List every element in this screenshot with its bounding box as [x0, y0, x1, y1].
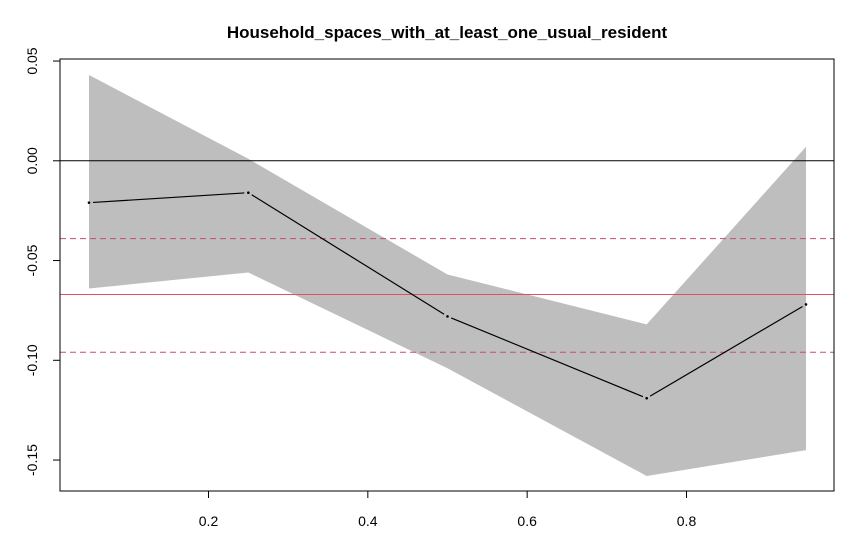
series-segment: [92, 192, 245, 204]
y-tick-label: -0.10: [24, 344, 40, 376]
y-tick-label: 0.00: [24, 147, 40, 174]
data-point: [247, 191, 250, 195]
x-tick-label: 0.2: [199, 513, 219, 529]
y-tick-label: -0.05: [24, 244, 40, 276]
data-point: [446, 315, 449, 318]
series-line-group: [87, 191, 808, 400]
series-segment: [649, 305, 803, 397]
chart-title: Household_spaces_with_at_least_one_usual…: [227, 23, 668, 42]
data-point: [87, 201, 91, 204]
x-tick-label: 0.8: [677, 513, 697, 529]
x-tick-label: 0.6: [517, 513, 537, 529]
series-segment: [450, 317, 644, 398]
reference-lines: [60, 160, 834, 353]
confidence-band-area: [89, 75, 806, 476]
x-axis: 0.2 0.4 0.6 0.8: [199, 490, 697, 529]
y-axis: 0.05 0.00 -0.05 -0.10 -0.15: [24, 47, 61, 476]
y-tick-label: -0.15: [24, 444, 40, 476]
data-point: [645, 396, 648, 400]
y-tick-label: 0.05: [24, 47, 40, 74]
series-segment: [251, 194, 445, 315]
data-point: [804, 303, 808, 306]
x-tick-label: 0.4: [358, 513, 378, 529]
confidence-band: [89, 75, 806, 476]
